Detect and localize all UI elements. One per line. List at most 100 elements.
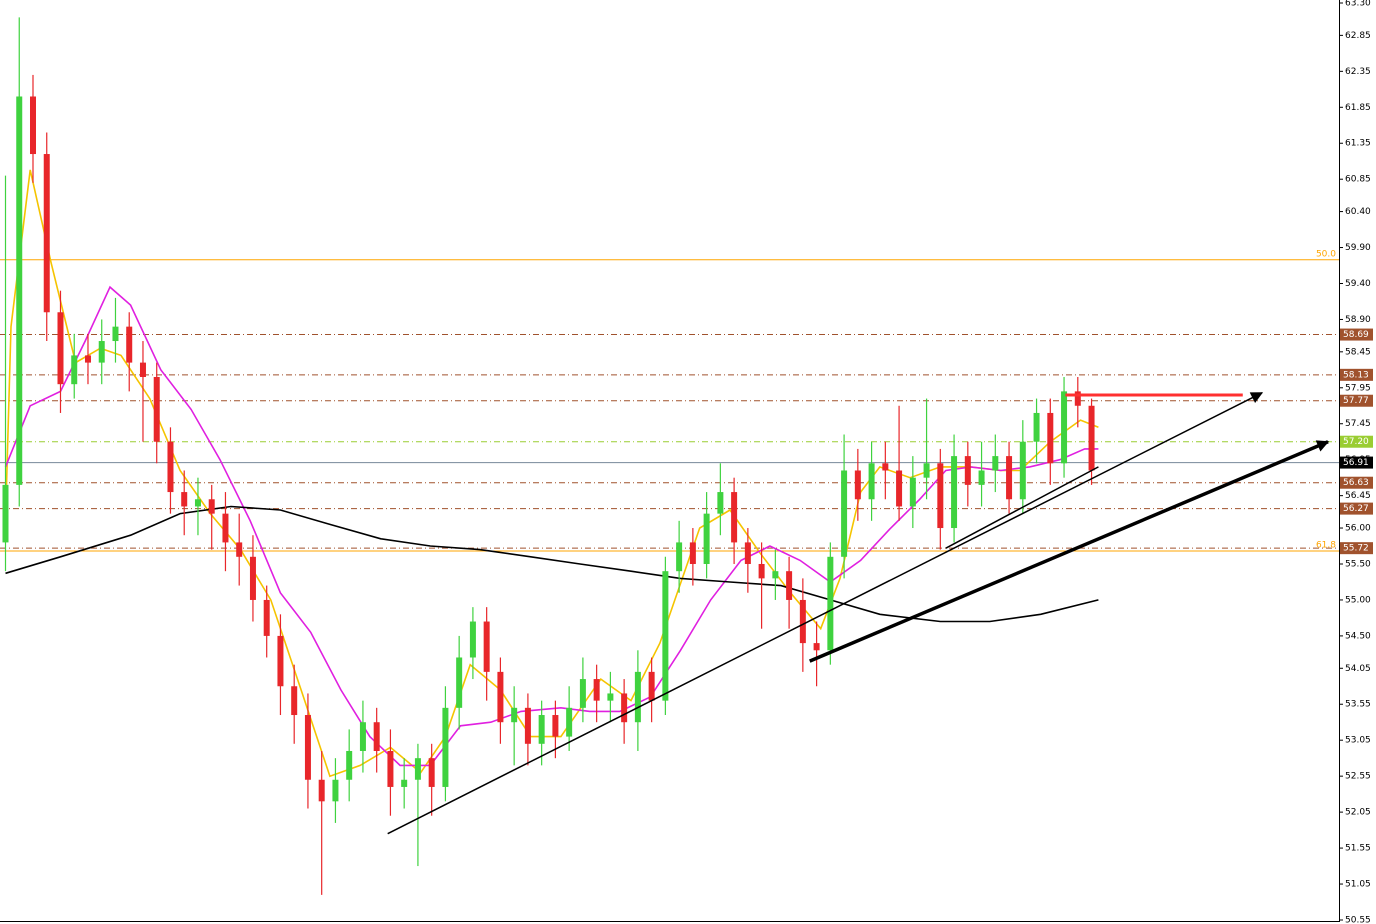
candle-body xyxy=(579,679,586,708)
candle-body xyxy=(2,484,9,543)
candle-body xyxy=(648,671,655,701)
candle-body xyxy=(593,679,600,701)
candle-body xyxy=(208,499,215,514)
candle-body xyxy=(1033,412,1040,442)
y-tick-label: 57.95 xyxy=(1345,383,1371,393)
candle-body xyxy=(483,621,490,672)
candle-body xyxy=(717,492,724,514)
y-tick-label: 57.45 xyxy=(1345,419,1371,429)
price-tag-label: 58.69 xyxy=(1343,330,1369,340)
y-tick-label: 63.30 xyxy=(1345,0,1371,9)
candle-body xyxy=(236,542,243,557)
candle-body xyxy=(222,513,229,543)
candle-body xyxy=(304,715,311,780)
candle-body xyxy=(181,492,188,507)
y-tick-label: 59.40 xyxy=(1345,279,1371,289)
candle-body xyxy=(772,571,779,579)
price-tag-label: 56.63 xyxy=(1343,478,1369,488)
candle-body xyxy=(841,470,848,557)
candle-body xyxy=(153,376,160,442)
candle-body xyxy=(689,542,696,564)
candle-body xyxy=(456,657,463,708)
candle-body xyxy=(964,456,971,485)
candle-body xyxy=(992,456,999,471)
y-tick-label: 52.05 xyxy=(1345,808,1371,818)
candle-body xyxy=(511,707,518,723)
candle-body xyxy=(16,96,23,485)
price-tag xyxy=(1340,476,1373,489)
candle-body xyxy=(277,635,284,687)
y-tick-label: 58.90 xyxy=(1345,315,1371,325)
price-tag-label: 57.20 xyxy=(1343,437,1369,447)
candle-body xyxy=(139,362,146,377)
candle-body xyxy=(126,326,133,363)
price-tag-label: 55.72 xyxy=(1343,544,1369,554)
candle-body xyxy=(827,556,834,651)
candle-body xyxy=(318,779,325,802)
y-tick-label: 62.85 xyxy=(1345,31,1371,41)
candle-body xyxy=(951,456,958,529)
candle-body xyxy=(43,154,50,313)
candle-body xyxy=(731,492,738,543)
trend-line xyxy=(387,392,1264,835)
candle-body xyxy=(703,513,710,564)
candle-body xyxy=(634,671,641,723)
y-tick-label: 56.00 xyxy=(1345,524,1371,534)
y-tick-label: 51.55 xyxy=(1345,844,1371,854)
candle-body xyxy=(428,758,435,787)
price-tag xyxy=(1340,435,1373,448)
candle-body xyxy=(882,463,889,471)
candle-body xyxy=(813,643,820,651)
candle-body xyxy=(1088,405,1095,471)
candle-body xyxy=(799,599,806,644)
y-tick-label: 55.00 xyxy=(1345,595,1371,605)
candle-body xyxy=(662,571,669,701)
candle-body xyxy=(621,693,628,723)
candle-body xyxy=(676,542,683,572)
candle-body xyxy=(112,326,119,342)
candle-body xyxy=(978,470,985,485)
candle-body xyxy=(29,96,36,155)
y-tick-label: 53.05 xyxy=(1345,736,1371,746)
price-tag-label: 56.91 xyxy=(1343,458,1369,468)
candle-body xyxy=(346,750,353,780)
candle-body xyxy=(167,441,174,493)
candle-body xyxy=(566,707,573,737)
candle-body xyxy=(868,463,875,500)
price-tag-label: 58.13 xyxy=(1343,370,1369,380)
y-tick-label: 55.50 xyxy=(1345,559,1371,569)
candle-body xyxy=(469,621,476,658)
candle-body xyxy=(744,542,751,564)
y-tick-label: 54.50 xyxy=(1345,631,1371,641)
price-tag xyxy=(1340,328,1373,341)
candle-body xyxy=(194,499,201,507)
y-tick-label: 58.45 xyxy=(1345,347,1371,357)
candle-body xyxy=(552,715,559,737)
trend-line xyxy=(945,466,1099,549)
candle-body xyxy=(786,571,793,600)
price-tag xyxy=(1340,542,1373,555)
y-tick-label: 61.85 xyxy=(1345,103,1371,113)
moving-average xyxy=(4,285,1099,767)
candle-body xyxy=(923,463,930,478)
candle-body xyxy=(373,722,380,751)
y-tick-label: 51.05 xyxy=(1345,880,1371,890)
candle-body xyxy=(758,563,765,579)
price-tag-label: 56.27 xyxy=(1343,504,1369,514)
candle-body xyxy=(359,722,366,751)
candle-body xyxy=(57,312,64,385)
price-tag-label: 57.77 xyxy=(1343,396,1369,406)
candle-body xyxy=(937,463,944,529)
candle-body xyxy=(71,355,78,385)
price-tag xyxy=(1340,502,1373,515)
candle-body xyxy=(332,779,339,802)
fib-label: 50.0 xyxy=(1316,249,1336,259)
candle-body xyxy=(896,470,903,507)
candle-body xyxy=(98,341,105,363)
candle-body xyxy=(538,715,545,744)
candle-body xyxy=(497,671,504,723)
y-tick-label: 53.55 xyxy=(1345,700,1371,710)
candle-body xyxy=(854,470,861,500)
trend-line xyxy=(809,440,1330,663)
